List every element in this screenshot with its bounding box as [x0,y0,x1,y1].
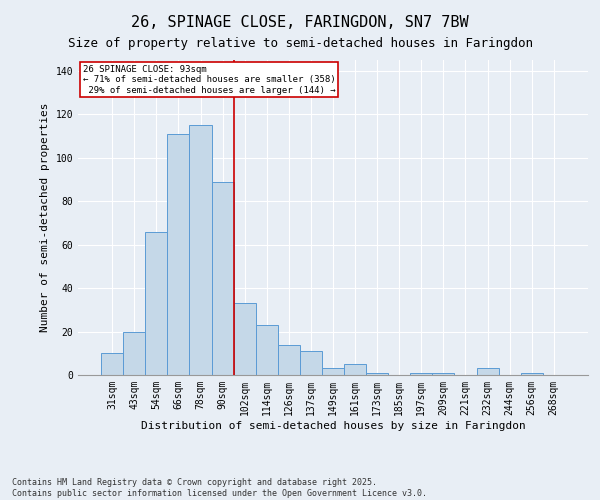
Bar [300,351,322,375]
Y-axis label: Number of semi-detached properties: Number of semi-detached properties [40,103,50,332]
Bar [101,354,123,375]
Bar [123,332,145,375]
Bar [278,344,300,375]
X-axis label: Distribution of semi-detached houses by size in Faringdon: Distribution of semi-detached houses by … [140,420,526,430]
Bar [190,125,212,375]
Bar [233,304,256,375]
Bar [145,232,167,375]
Text: Contains HM Land Registry data © Crown copyright and database right 2025.
Contai: Contains HM Land Registry data © Crown c… [12,478,427,498]
Bar [433,373,454,375]
Text: 26 SPINAGE CLOSE: 93sqm
← 71% of semi-detached houses are smaller (358)
 29% of : 26 SPINAGE CLOSE: 93sqm ← 71% of semi-de… [83,64,336,94]
Bar [167,134,190,375]
Bar [212,182,233,375]
Text: 26, SPINAGE CLOSE, FARINGDON, SN7 7BW: 26, SPINAGE CLOSE, FARINGDON, SN7 7BW [131,15,469,30]
Bar [410,373,433,375]
Bar [344,364,366,375]
Text: Size of property relative to semi-detached houses in Faringdon: Size of property relative to semi-detach… [67,38,533,51]
Bar [476,368,499,375]
Bar [322,368,344,375]
Bar [256,325,278,375]
Bar [366,373,388,375]
Bar [521,373,543,375]
